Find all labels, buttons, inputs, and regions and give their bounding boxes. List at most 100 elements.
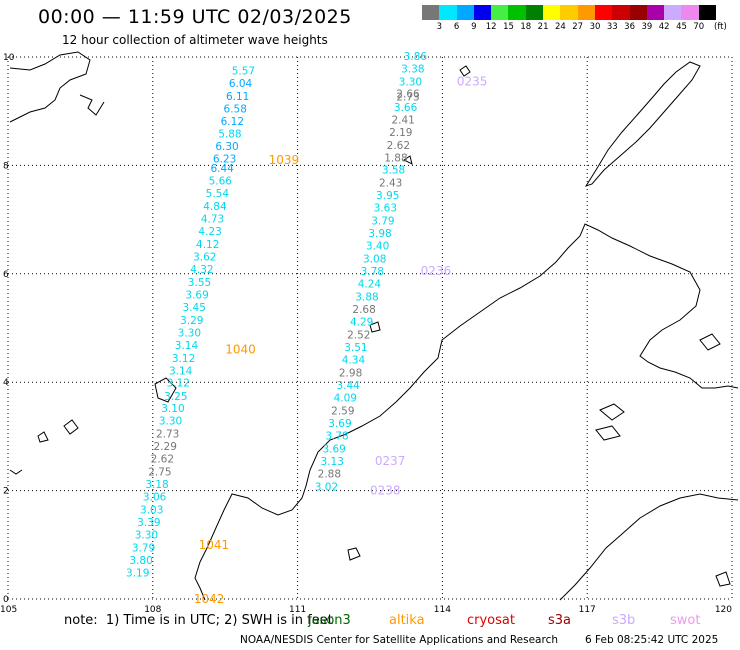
legend-swatch xyxy=(698,5,717,20)
pass-number-label: 1040 xyxy=(225,343,256,357)
wave-height-value: 3.98 xyxy=(368,228,391,240)
wave-height-value: 3.12 xyxy=(172,353,195,365)
credit-line: NOAA/NESDIS Center for Satellite Applica… xyxy=(240,634,558,646)
island-sulu-4 xyxy=(715,571,731,587)
y-tick-label: 10 xyxy=(3,53,15,63)
legend-swatch xyxy=(456,5,474,20)
color-legend xyxy=(422,5,717,20)
coastline-borneo-south xyxy=(559,493,739,601)
island-small-1 xyxy=(37,431,49,443)
wave-height-value: 3.55 xyxy=(188,277,211,289)
x-tick-label: 108 xyxy=(144,605,161,615)
wave-height-value: 3.95 xyxy=(376,190,399,202)
wave-height-value: 3.51 xyxy=(344,342,367,354)
y-tick-label: 8 xyxy=(3,161,9,171)
wave-height-value: 3.69 xyxy=(328,418,351,430)
pass-number-label: 0237 xyxy=(375,454,406,468)
legend-label: 12 xyxy=(485,22,497,32)
legend-swatch xyxy=(422,5,440,20)
legend-label: 30 xyxy=(589,22,601,32)
wave-height-value: 2.98 xyxy=(339,367,362,379)
wave-height-value: 3.86 xyxy=(404,51,428,63)
wave-height-value: 2.73 xyxy=(156,429,179,441)
legend-label: 18 xyxy=(520,22,532,32)
wave-height-value: 2.62 xyxy=(387,140,410,152)
wave-height-value: 3.44 xyxy=(336,380,360,392)
x-tick-label: 114 xyxy=(434,605,451,615)
satellite-legend-s3a: s3a xyxy=(548,613,572,628)
legend-swatch xyxy=(439,5,457,20)
wave-height-value: 3.38 xyxy=(401,63,424,75)
wave-height-value: 3.29 xyxy=(180,315,203,327)
wave-height-value: 3.14 xyxy=(175,340,199,352)
island-sulu-1 xyxy=(599,403,625,421)
wave-height-value: 3.30 xyxy=(159,416,182,428)
wave-height-value: 2.59 xyxy=(331,405,354,417)
wave-height-value: 1.88 xyxy=(384,152,407,164)
coastline-vietnam-south xyxy=(79,94,105,116)
wave-height-value: 2.62 xyxy=(151,454,174,466)
legend-label: 15 xyxy=(503,22,514,32)
coastline-malay-peninsula xyxy=(9,51,91,123)
lat-lon-grid xyxy=(7,56,733,600)
legend-label: 6 xyxy=(453,22,460,32)
wave-height-value: 5.66 xyxy=(209,176,233,188)
wave-height-value: 4.09 xyxy=(334,392,357,404)
wave-height-value: 2.66 xyxy=(396,88,420,100)
wave-height-value: 3.25 xyxy=(164,391,187,403)
wave-height-value: 6.30 xyxy=(215,141,238,153)
wave-height-value: 3.79 xyxy=(371,216,394,228)
wave-height-value: 2.68 xyxy=(352,304,375,316)
wave-height-value: 2.75 xyxy=(148,467,171,479)
legend-label: 21 xyxy=(537,22,549,32)
wave-height-value: 4.73 xyxy=(201,214,224,226)
wave-height-value: 2.73 xyxy=(396,92,419,104)
y-tick-label: 0 xyxy=(3,595,9,605)
x-tick-label: 105 xyxy=(0,605,17,615)
pass-number-label: 0238 xyxy=(370,484,401,498)
legend-swatch xyxy=(681,5,699,20)
axis-tick-labels: 105 108 111 114 117 120 0 2 4 6 8 10 xyxy=(0,53,732,615)
generated-timestamp: 6 Feb 08:25:42 UTC 2025 xyxy=(585,634,719,646)
wave-height-value: 3.19 xyxy=(126,567,149,579)
island-sulu-3 xyxy=(699,333,721,351)
legend-swatch xyxy=(491,5,509,20)
wave-height-value: 3.88 xyxy=(355,292,378,304)
legend-swatch xyxy=(577,5,595,20)
pass-number-label: 1039 xyxy=(269,153,300,167)
satellite-legend-jason3: jason3 xyxy=(308,613,351,628)
wave-height-value: 3.12 xyxy=(167,378,190,390)
wave-height-value: 3.63 xyxy=(374,203,397,215)
footer-note: note: 1) Time is in UTC; 2) SWH is in fe… xyxy=(64,613,333,628)
wave-height-value: 3.66 xyxy=(394,102,418,114)
wave-height-value: 3.62 xyxy=(193,251,216,263)
wave-height-value: 3.30 xyxy=(135,530,158,542)
wave-height-value: 3.69 xyxy=(322,443,345,455)
wave-height-value: 3.06 xyxy=(143,492,167,504)
reef-2 xyxy=(369,321,381,333)
legend-swatch xyxy=(560,5,578,20)
wave-height-value: 4.34 xyxy=(342,354,366,366)
legend-swatch xyxy=(629,5,647,20)
wave-height-value: 3.80 xyxy=(129,555,152,567)
island-anambas xyxy=(63,419,79,435)
island-natuna xyxy=(154,377,177,403)
map-subtitle: 12 hour collection of altimeter wave hei… xyxy=(62,33,328,47)
wave-height-value: 4.23 xyxy=(198,226,221,238)
wave-height-value: 5.88 xyxy=(218,128,241,140)
wave-height-value: 3.30 xyxy=(399,76,422,88)
pass-number-label: 0235 xyxy=(457,74,488,88)
legend-swatch xyxy=(525,5,544,20)
legend-label: 70 xyxy=(693,22,705,32)
coastline-borneo xyxy=(194,223,739,601)
wave-height-value: 6.04 xyxy=(229,78,253,90)
pass-number-label: 1042 xyxy=(194,592,225,606)
wave-height-value: 3.58 xyxy=(382,165,405,177)
x-tick-label: 120 xyxy=(715,605,732,615)
wave-height-value: 3.30 xyxy=(178,327,201,339)
satellite-legend-s3b: s3b xyxy=(612,613,636,628)
legend-swatch xyxy=(473,5,492,20)
satellite-legend-cryosat: cryosat xyxy=(467,613,515,628)
x-tick-label: 117 xyxy=(579,605,596,615)
